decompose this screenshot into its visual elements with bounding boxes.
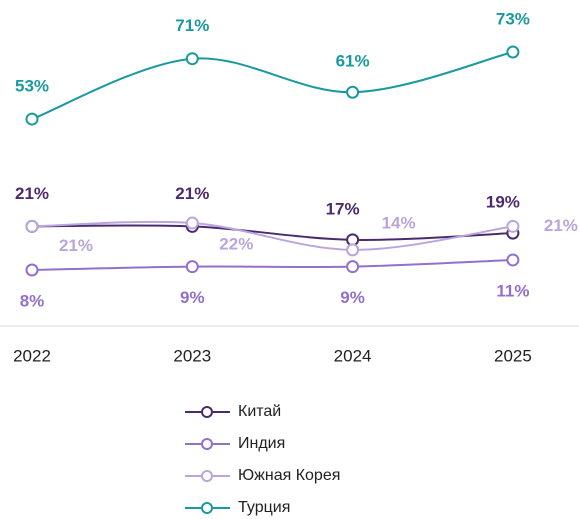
point xyxy=(25,219,39,233)
value-label: 9% xyxy=(340,288,365,307)
point xyxy=(506,253,520,267)
series-line xyxy=(31,220,514,251)
legend-marker xyxy=(201,502,213,514)
point xyxy=(506,45,520,59)
x-tick-label: 2025 xyxy=(494,346,532,365)
value-label: 21% xyxy=(15,184,49,203)
legend-marker xyxy=(201,438,213,450)
series-line xyxy=(31,51,514,121)
x-tick-label: 2022 xyxy=(13,346,51,365)
point xyxy=(25,263,39,277)
point xyxy=(25,112,39,126)
x-tick-label: 2023 xyxy=(173,346,211,365)
value-label: 21% xyxy=(175,184,209,203)
legend-marker xyxy=(201,406,213,418)
value-label: 17% xyxy=(326,199,360,218)
value-label: 73% xyxy=(496,9,530,28)
value-label: 9% xyxy=(180,288,205,307)
value-label: 71% xyxy=(175,16,209,35)
point xyxy=(185,52,199,66)
point xyxy=(346,85,360,99)
series-line xyxy=(31,224,513,241)
value-label: 11% xyxy=(496,281,529,300)
value-label: 53% xyxy=(15,77,49,96)
legend-marker xyxy=(201,470,213,482)
value-label: 22% xyxy=(219,235,253,254)
value-label: 21% xyxy=(59,236,93,255)
x-tick-label: 2024 xyxy=(334,346,372,365)
value-label: 14% xyxy=(382,213,416,232)
value-label: 21% xyxy=(544,216,578,235)
value-label: 61% xyxy=(336,52,370,71)
legend-label: Индия xyxy=(238,435,285,452)
point xyxy=(506,219,520,233)
point xyxy=(346,260,360,274)
legend-label: Турция xyxy=(238,499,290,516)
value-label: 8% xyxy=(20,291,45,310)
point xyxy=(185,260,199,274)
series-line xyxy=(31,258,513,271)
legend-label: Южная Корея xyxy=(238,467,340,484)
point xyxy=(346,243,360,257)
point xyxy=(185,216,199,230)
value-label: 19% xyxy=(486,193,520,212)
legend-label: Китай xyxy=(238,403,281,420)
